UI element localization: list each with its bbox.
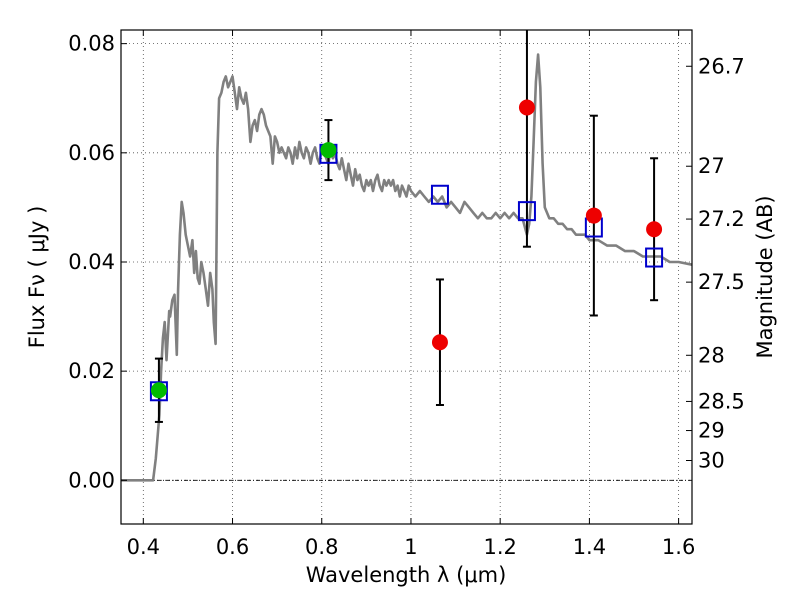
sed-model-line	[121, 53, 693, 482]
mag-tick-label: 29	[698, 419, 725, 443]
x-tick-label: 1.2	[483, 535, 516, 559]
low-sn-point	[646, 221, 663, 238]
low-sn-point	[585, 207, 602, 224]
mag-tick-label: 27.5	[698, 270, 745, 294]
y-tick-label: 0.04	[68, 250, 115, 274]
mag-tick-label: 30	[698, 449, 725, 473]
right-axis-label: Magnitude (AB)	[753, 195, 777, 358]
y-tick-label: 0.08	[68, 32, 115, 56]
x-tick-label: 0.6	[216, 535, 249, 559]
mag-tick-label: 26.7	[698, 54, 745, 78]
grid	[121, 30, 692, 524]
mag-tick-label: 27.2	[698, 207, 745, 231]
x-axis: 0.4 0.6 0.8 1 1.2 1.4 1.6	[127, 30, 695, 559]
model-spectrum	[121, 53, 693, 482]
x-tick-label: 1	[404, 535, 417, 559]
x-tick-label: 1.4	[573, 535, 606, 559]
detection-point	[320, 142, 337, 159]
model-photometry-square	[517, 201, 536, 222]
x-tick-label: 0.4	[127, 535, 160, 559]
y-tick-label: 0.02	[68, 359, 115, 383]
y-axis-label: Flux Fν ( μJy )	[25, 206, 49, 349]
low-sn-point	[431, 334, 448, 351]
x-tick-label: 1.6	[662, 535, 695, 559]
x-tick-label: 0.8	[305, 535, 338, 559]
magnitude-axis: 26.7 27 27.2 27.5 28 28.5 29 30	[686, 54, 745, 473]
y-axis: 0.00 0.02 0.04 0.06 0.08	[68, 32, 127, 492]
low-sn-point	[518, 99, 535, 116]
y-tick-label: 0.00	[68, 468, 115, 492]
markers	[149, 99, 664, 402]
mag-tick-label: 28.5	[698, 389, 745, 413]
model-photometry-square	[430, 184, 449, 205]
plot-frame	[120, 29, 693, 525]
model-photometry-square	[645, 247, 664, 268]
mag-tick-label: 27	[698, 154, 725, 178]
mag-tick-label: 28	[698, 343, 725, 367]
detection-point	[150, 382, 167, 399]
y-tick-label: 0.06	[68, 141, 115, 165]
error-bars	[154, 30, 659, 423]
x-axis-label: Wavelength λ (μm)	[306, 563, 507, 587]
